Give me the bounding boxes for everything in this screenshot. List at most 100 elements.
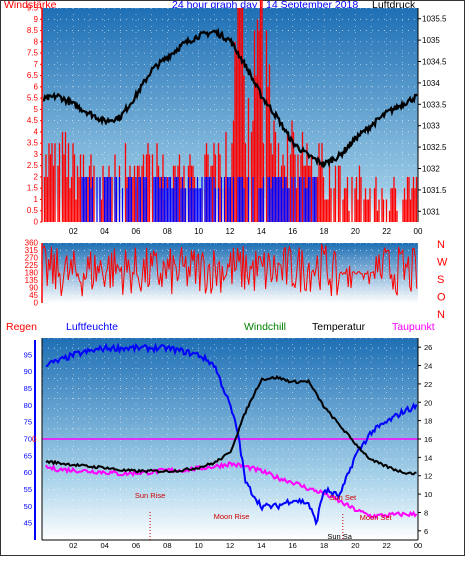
x-tick-label: 08 (163, 541, 171, 550)
y-tick-label-humidity: 80 (24, 401, 32, 410)
x-tick-label: 00 (414, 227, 423, 236)
legend-item: Luftfeuchte (66, 321, 118, 333)
y-tick-label-temperature: 26 (424, 343, 432, 352)
compass-letter: N (437, 239, 445, 251)
y-tick-label-wind: 7.5 (27, 49, 39, 58)
x-tick-label: 02 (69, 541, 77, 550)
y-tick-label-direction: 225 (25, 261, 39, 270)
y-tick-label-pressure: 1031.5 (422, 186, 447, 195)
x-tick-label: 14 (257, 227, 266, 236)
event-annotation: Moon Rise (214, 512, 250, 521)
x-tick-label: 16 (288, 227, 297, 236)
y-tick-label-direction: 0 (34, 299, 39, 308)
y-tick-label-wind: 3 (34, 150, 39, 159)
y-tick-label-direction: 180 (25, 269, 39, 278)
compass-letter: S (437, 274, 444, 286)
x-tick-label: 22 (382, 541, 390, 550)
y-tick-label-wind: 5.5 (27, 94, 39, 103)
y-tick-label-wind: 9 (34, 15, 39, 24)
y-tick-label-temperature: 6 (424, 527, 428, 536)
pressure-axis-title: Luftdruck (372, 0, 416, 11)
y-tick-label-temperature: 12 (424, 472, 432, 481)
series-line-pressure (42, 27, 418, 169)
compass-letter: N (437, 309, 445, 321)
y-tick-label-wind: 8 (34, 37, 39, 46)
y-tick-label-temperature: 10 (424, 490, 432, 499)
x-tick-label: 12 (226, 541, 234, 550)
x-tick-label: 06 (132, 541, 140, 550)
y-tick-label-wind: 6 (34, 82, 39, 91)
y-tick-label-pressure: 1035 (422, 36, 440, 45)
y-tick-label-wind: 2.5 (27, 161, 39, 170)
compass-letter: O (437, 292, 446, 304)
y-tick-label-pressure: 1032.5 (422, 143, 447, 152)
y-tick-label-humidity: 75 (24, 418, 32, 427)
y-tick-label-pressure: 1033 (422, 122, 440, 131)
x-tick-label: 20 (351, 227, 360, 236)
y-tick-label-humidity: 55 (24, 485, 32, 494)
y-tick-label-humidity: 70 (24, 435, 32, 444)
y-tick-label-pressure: 1031 (422, 207, 440, 216)
y-tick-label-wind: 4 (34, 127, 39, 136)
y-tick-label-temperature: 8 (424, 508, 428, 517)
event-annotation: Sun Rise (135, 491, 165, 500)
x-tick-label: 20 (351, 541, 359, 550)
y-tick-label-direction: 360 (25, 239, 39, 248)
y-tick-label-pressure: 1033.5 (422, 100, 447, 109)
y-tick-label-pressure: 1034 (422, 79, 440, 88)
y-tick-label-temperature: 18 (424, 417, 432, 426)
y-tick-label-humidity: 65 (24, 451, 32, 460)
x-tick-label: 02 (69, 227, 78, 236)
y-tick-label-wind: 3.5 (27, 139, 39, 148)
series-line-dewpoint (45, 461, 418, 520)
event-annotation: Sun Sa (327, 532, 352, 541)
y-tick-label-temperature: 22 (424, 380, 432, 389)
y-tick-label-wind: 4.5 (27, 116, 39, 125)
event-annotation: Sun Set (329, 493, 357, 502)
compass-letter: W (437, 257, 448, 269)
x-tick-label: 00 (414, 541, 422, 550)
y-tick-label-humidity: 60 (24, 468, 32, 477)
x-tick-label: 12 (226, 227, 235, 236)
y-tick-label-humidity: 95 (24, 350, 32, 359)
x-tick-label: 18 (320, 541, 328, 550)
y-tick-label-direction: 315 (25, 246, 39, 255)
rain-zero-label: 0 (32, 435, 37, 444)
y-tick-label-humidity: 85 (24, 384, 32, 393)
legend-item: Regen (6, 321, 37, 333)
x-tick-label: 06 (132, 227, 141, 236)
y-tick-label-temperature: 14 (424, 453, 432, 462)
y-tick-label-wind: 7 (34, 60, 39, 69)
y-tick-label-pressure: 1034.5 (422, 58, 447, 67)
x-tick-label: 16 (288, 541, 296, 550)
y-tick-label-wind: 1 (34, 195, 39, 204)
y-tick-label-humidity: 45 (24, 519, 32, 528)
x-tick-label: 10 (194, 227, 203, 236)
y-tick-label-pressure: 1035.5 (422, 15, 447, 24)
legend-item: Windchill (244, 321, 286, 333)
y-tick-label-wind: 9.5 (27, 4, 39, 13)
series-line-humidity (45, 342, 418, 527)
outer-frame (0, 0, 465, 556)
x-tick-label: 14 (257, 541, 265, 550)
y-tick-label-humidity: 50 (24, 502, 32, 511)
y-tick-label-temperature: 20 (424, 398, 432, 407)
y-tick-label-wind: 0.5 (27, 206, 39, 215)
y-tick-label-pressure: 1032 (422, 165, 440, 174)
y-tick-label-direction: 270 (25, 254, 39, 263)
y-tick-label-wind: 6.5 (27, 71, 39, 80)
y-tick-label-direction: 135 (25, 276, 39, 285)
y-tick-label-direction: 45 (29, 291, 38, 300)
series-line-temperature (45, 374, 417, 476)
y-tick-label-direction: 90 (29, 284, 38, 293)
x-tick-label: 18 (320, 227, 329, 236)
x-tick-label: 04 (100, 541, 108, 550)
legend-item: Taupunkt (392, 321, 435, 333)
series-line-wind-direction (42, 243, 418, 297)
y-tick-label-wind: 0 (34, 218, 39, 227)
y-tick-label-humidity: 90 (24, 367, 32, 376)
legend-item: Temperatur (312, 321, 366, 333)
x-tick-label: 08 (163, 227, 172, 236)
x-tick-label: 10 (194, 541, 202, 550)
